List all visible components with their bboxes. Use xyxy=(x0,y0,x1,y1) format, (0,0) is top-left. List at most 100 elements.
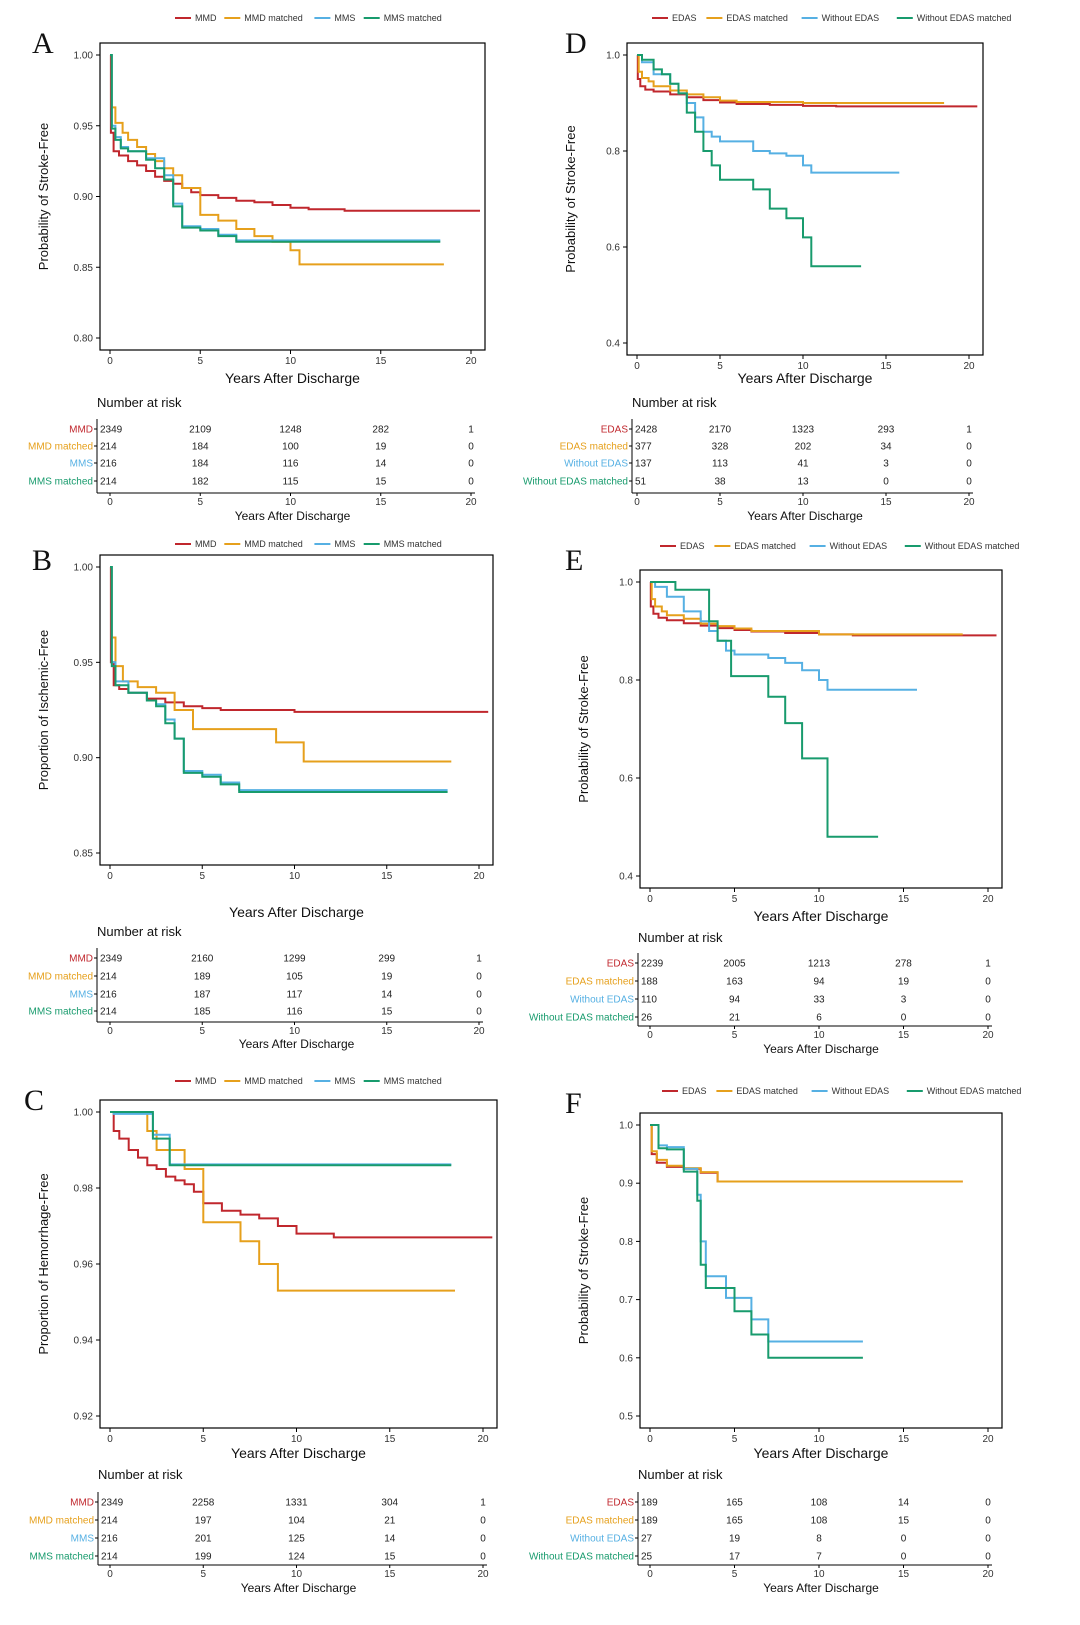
risk-value: 214 xyxy=(100,972,117,983)
risk-value: 2109 xyxy=(189,425,212,436)
risk-value: 216 xyxy=(101,1534,118,1545)
risk-value: 187 xyxy=(194,990,211,1001)
km-curve-series xyxy=(636,54,978,108)
legend-label: MMS xyxy=(334,13,355,23)
x-tick-label: 10 xyxy=(813,1434,825,1445)
x-tick-label: 15 xyxy=(375,356,387,367)
risk-value: 34 xyxy=(880,442,892,453)
risk-row-label: MMS xyxy=(70,990,94,1001)
risk-value: 1323 xyxy=(792,425,815,436)
risk-value: 19 xyxy=(898,977,910,988)
x-tick-label: 0 xyxy=(107,1434,113,1445)
legend-label: MMD matched xyxy=(244,13,303,23)
y-tick-label: 0.92 xyxy=(74,1412,94,1423)
risk-value: 21 xyxy=(384,1516,396,1527)
risk-value: 115 xyxy=(283,477,299,488)
risk-value: 214 xyxy=(101,1516,118,1527)
risk-value: 293 xyxy=(878,425,895,436)
y-tick-label: 0.90 xyxy=(74,753,94,764)
risk-x-tick-label: 20 xyxy=(465,497,477,508)
risk-value: 214 xyxy=(100,477,117,488)
risk-value: 104 xyxy=(288,1516,305,1527)
legend-label: MMD matched xyxy=(244,1076,303,1086)
y-axis-label: Probability of Stroke-Free xyxy=(576,1197,591,1344)
risk-value: 1 xyxy=(966,425,972,436)
km-curve-series xyxy=(110,1111,452,1167)
y-tick-label: 0.98 xyxy=(74,1184,94,1195)
panel-b: B MMD MMD matched MMS MMS matched 0.85 0.90 0.9… xyxy=(28,539,494,1051)
y-tick-label: 0.96 xyxy=(74,1260,94,1271)
risk-value: 216 xyxy=(100,459,117,470)
km-curve-series xyxy=(110,54,441,242)
risk-value: 214 xyxy=(101,1552,118,1563)
x-tick-label: 20 xyxy=(465,356,477,367)
risk-row-label: EDAS xyxy=(607,959,635,970)
risk-x-tick-label: 20 xyxy=(473,1026,485,1037)
risk-value: 0 xyxy=(985,1498,991,1509)
risk-value: 0 xyxy=(480,1516,486,1527)
risk-x-axis-label: Years After Discharge xyxy=(747,509,863,523)
risk-x-tick-label: 15 xyxy=(375,497,387,508)
y-axis-label: Proportion of Ischemic-Free xyxy=(36,630,51,790)
risk-row-label: MMD matched xyxy=(28,972,93,983)
risk-row-label: EDAS matched xyxy=(560,442,628,453)
km-curve-series xyxy=(650,1124,863,1359)
y-tick-label: 0.80 xyxy=(74,334,94,345)
km-curve-series xyxy=(110,1111,455,1292)
y-tick-label: 0.85 xyxy=(74,849,94,860)
km-curve-series xyxy=(637,54,945,104)
x-tick-label: 5 xyxy=(197,356,203,367)
risk-value: 51 xyxy=(635,477,647,488)
risk-value: 108 xyxy=(811,1516,828,1527)
risk-row-label: Without EDAS xyxy=(570,995,634,1006)
risk-value: 19 xyxy=(381,972,393,983)
plot-frame xyxy=(639,1112,1003,1429)
y-axis-label: Probability of Stroke-Free xyxy=(576,655,591,802)
risk-value: 6 xyxy=(816,1013,822,1024)
risk-table-title: Number at risk xyxy=(98,1467,183,1482)
legend-label: Without EDAS xyxy=(830,541,888,551)
risk-value: 0 xyxy=(468,477,474,488)
risk-value: 0 xyxy=(985,977,991,988)
risk-value: 0 xyxy=(476,1007,482,1018)
legend-label: MMS matched xyxy=(384,539,442,549)
risk-value: 26 xyxy=(641,1013,653,1024)
km-curve-series xyxy=(650,1124,863,1343)
risk-value: 2170 xyxy=(709,425,732,436)
panel-letter: C xyxy=(24,1084,44,1117)
y-tick-label: 0.8 xyxy=(619,1237,633,1248)
legend-label: Without EDAS matched xyxy=(925,541,1020,551)
x-tick-label: 0 xyxy=(647,894,653,905)
km-curve-series xyxy=(650,1124,963,1183)
risk-value: 0 xyxy=(966,459,972,470)
risk-value: 14 xyxy=(898,1498,910,1509)
risk-value: 377 xyxy=(635,442,652,453)
x-tick-label: 10 xyxy=(289,871,301,882)
x-axis-label: Years After Discharge xyxy=(754,1445,889,1461)
risk-x-tick-label: 5 xyxy=(200,1569,206,1580)
risk-row-label: Without EDAS xyxy=(570,1534,634,1545)
risk-row-label: Without EDAS xyxy=(564,459,628,470)
y-tick-label: 1.0 xyxy=(606,51,620,62)
risk-value: 184 xyxy=(192,459,209,470)
km-curve-series xyxy=(110,566,448,793)
risk-value: 94 xyxy=(729,995,741,1006)
risk-x-tick-label: 15 xyxy=(898,1030,910,1041)
x-tick-label: 0 xyxy=(634,361,640,372)
y-tick-label: 1.00 xyxy=(74,1108,94,1119)
km-curve-series xyxy=(110,566,448,792)
risk-value: 0 xyxy=(966,477,972,488)
x-tick-label: 10 xyxy=(813,894,825,905)
risk-value: 117 xyxy=(287,990,303,1001)
risk-value: 0 xyxy=(883,477,889,488)
y-tick-label: 0.6 xyxy=(619,774,633,785)
risk-row-label: EDAS xyxy=(607,1498,635,1509)
x-tick-label: 10 xyxy=(285,356,297,367)
x-tick-label: 5 xyxy=(717,361,723,372)
risk-value: 0 xyxy=(985,1516,991,1527)
risk-value: 199 xyxy=(195,1552,212,1563)
y-axis-label: Proportion of Hemorrhage-Free xyxy=(36,1173,51,1354)
risk-value: 282 xyxy=(372,425,389,436)
y-tick-label: 1.00 xyxy=(74,563,94,574)
